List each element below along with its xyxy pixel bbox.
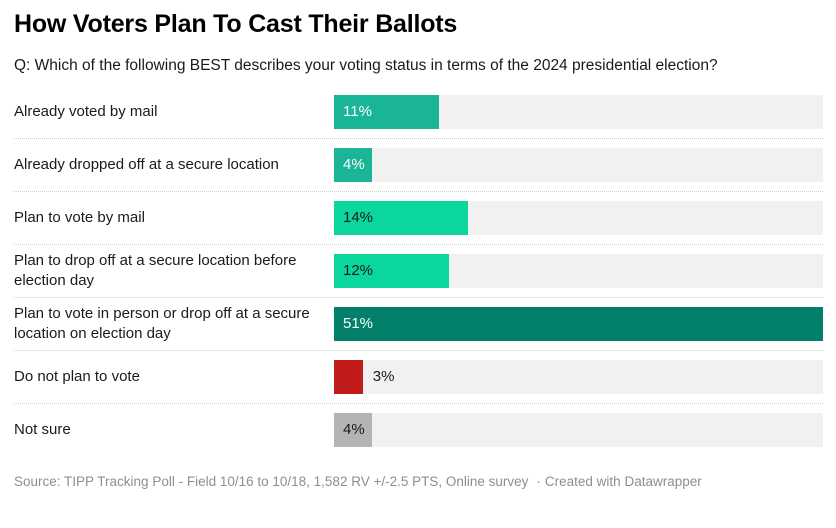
bar-track: 11% xyxy=(334,94,823,129)
bar xyxy=(334,253,450,288)
category-label: Plan to vote by mail xyxy=(14,209,145,226)
bar-track: 51% xyxy=(334,306,823,341)
source-line: Source: TIPP Tracking Poll - Field 10/16… xyxy=(14,473,822,491)
value-label: 14% xyxy=(343,208,374,226)
value-label: 3% xyxy=(372,367,395,385)
category-label: Already voted by mail xyxy=(14,103,158,120)
datawrapper-credit: Created with Datawrapper xyxy=(544,473,702,489)
source-text: Source: TIPP Tracking Poll - Field 10/16… xyxy=(14,473,529,489)
bar xyxy=(334,94,440,129)
bar xyxy=(334,147,373,182)
page-title: How Voters Plan To Cast Their Ballots xyxy=(14,10,458,38)
chart-row: Already voted by mail 11% xyxy=(14,86,823,139)
dot-separator: · xyxy=(536,473,541,489)
chart-row: Plan to vote by mail 14% xyxy=(14,192,823,245)
value-label: 51% xyxy=(343,314,374,332)
chart-row: Do not plan to vote 3% xyxy=(14,351,823,404)
category-label: Do not plan to vote xyxy=(14,368,140,385)
bar xyxy=(334,412,373,447)
bar-track: 4% xyxy=(334,412,823,447)
chart-row: Plan to drop off at a secure location be… xyxy=(14,245,823,298)
value-label: 11% xyxy=(343,102,372,120)
category-label: Plan to vote in person or drop off at a … xyxy=(14,305,310,342)
chart-row: Not sure 4% xyxy=(14,404,823,456)
chart-row: Plan to vote in person or drop off at a … xyxy=(14,298,823,351)
chart-row: Already dropped off at a secure location… xyxy=(14,139,823,192)
category-label: Not sure xyxy=(14,421,71,438)
chart-subtitle: Q: Which of the following BEST describes… xyxy=(14,56,718,74)
bar-track: 3% xyxy=(334,359,823,394)
value-label: 12% xyxy=(343,261,374,279)
bar-track: 12% xyxy=(334,253,823,288)
bar xyxy=(334,200,469,235)
value-label: 4% xyxy=(343,155,365,173)
bar xyxy=(334,359,363,394)
bar-track: 4% xyxy=(334,147,823,182)
chart-rows: Already voted by mail 11% Already dropped … xyxy=(14,86,823,456)
bar-track: 14% xyxy=(334,200,823,235)
category-label: Already dropped off at a secure location xyxy=(14,156,279,173)
category-label: Plan to drop off at a secure location be… xyxy=(14,252,297,289)
value-label: 4% xyxy=(343,420,365,438)
bar xyxy=(334,306,823,341)
chart-header: How Voters Plan To Cast Their Ballots Q:… xyxy=(0,0,836,77)
